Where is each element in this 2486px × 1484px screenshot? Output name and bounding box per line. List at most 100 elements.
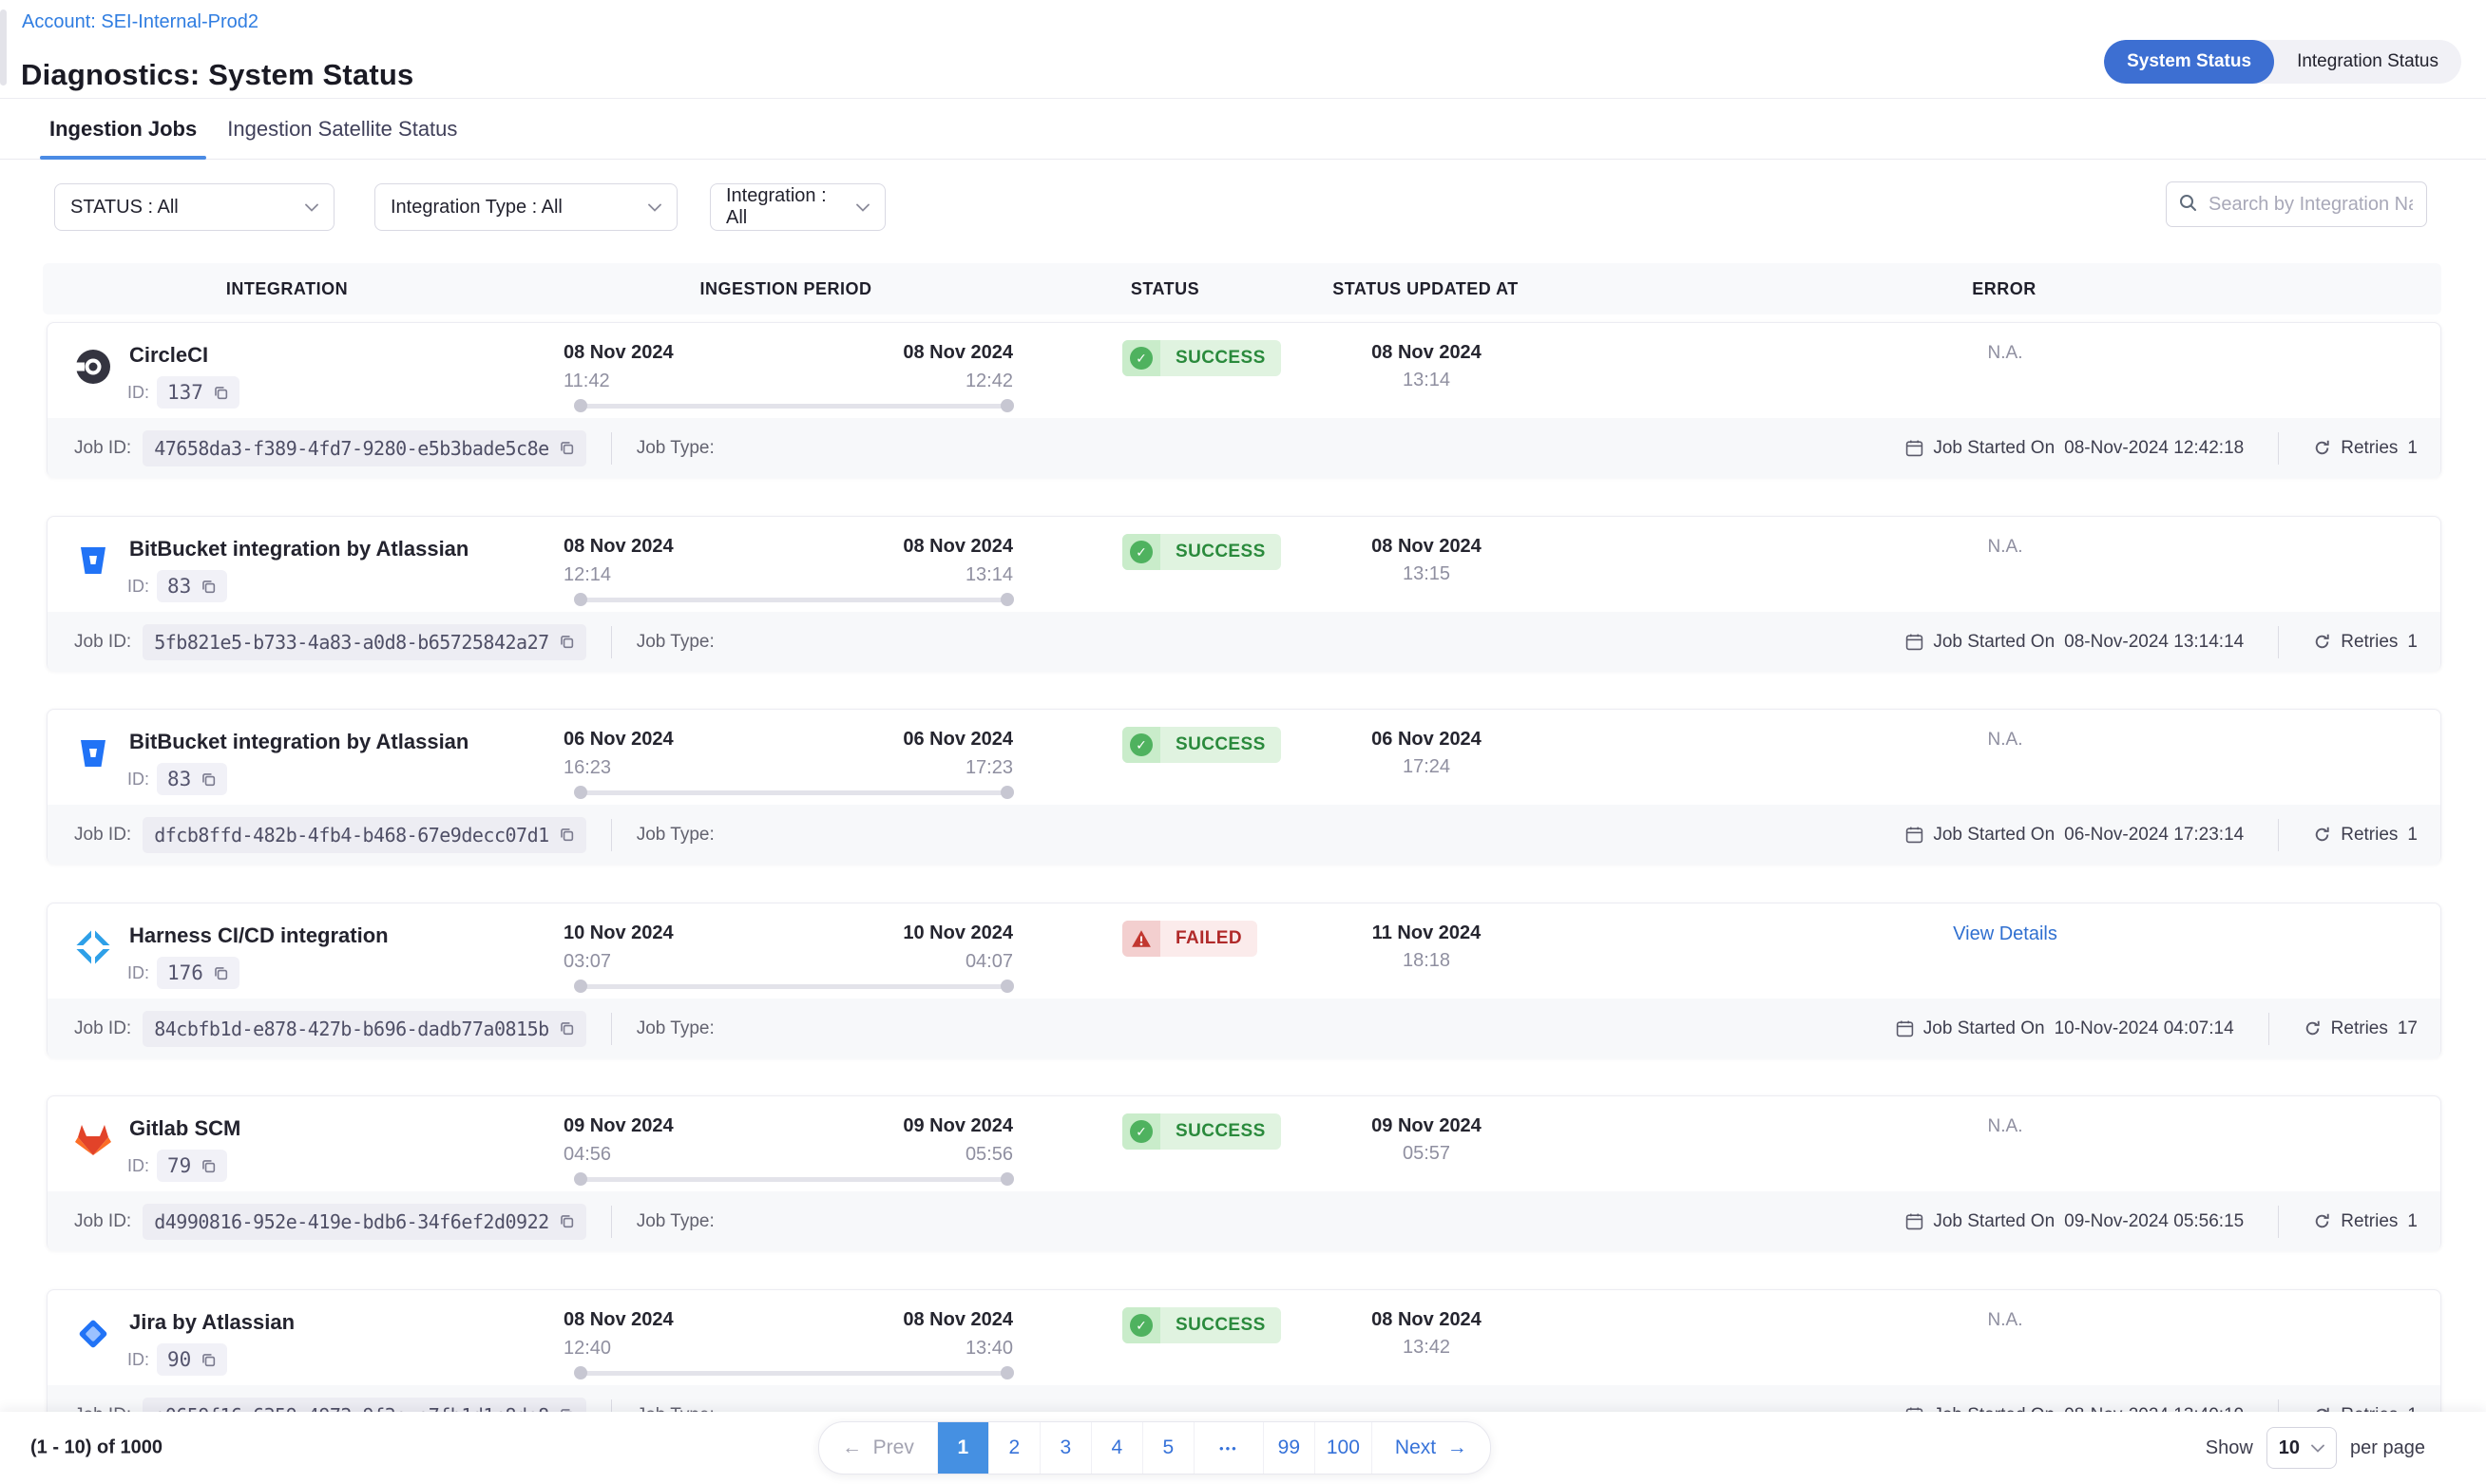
copy-icon[interactable] — [559, 1213, 575, 1229]
integration-name: BitBucket integration by Atlassian — [129, 537, 469, 561]
page-button-4[interactable]: 4 — [1090, 1422, 1142, 1474]
retries-icon — [2313, 1212, 2331, 1230]
integration-name: Gitlab SCM — [129, 1116, 241, 1140]
integration-id-chip: 137 — [157, 376, 239, 409]
job-id-label: Job ID: — [74, 437, 132, 458]
copy-icon[interactable] — [559, 827, 575, 843]
period-end-time: 04:07 — [965, 951, 1013, 972]
footer-divider — [610, 1205, 612, 1238]
integration-filter-dropdown[interactable]: Integration : All — [710, 183, 886, 231]
copy-icon[interactable] — [201, 1158, 217, 1174]
job-started-value: 09-Nov-2024 05:56:15 — [2064, 1210, 2245, 1231]
integration-id-chip: 176 — [157, 957, 239, 989]
system-status-toggle-button[interactable]: System Status — [2104, 40, 2275, 84]
integration-id-chip: 90 — [157, 1343, 228, 1376]
job-type-label: Job Type: — [636, 1018, 715, 1038]
integration-id-chip: 83 — [157, 763, 228, 795]
status-badge-label: FAILED — [1176, 928, 1242, 948]
page-size-select[interactable]: 10 — [2266, 1427, 2338, 1469]
status-badge-label: SUCCESS — [1176, 1121, 1266, 1141]
integration-type-filter-dropdown[interactable]: Integration Type : All — [374, 183, 678, 231]
status-updated-date: 08 Nov 2024 — [1371, 342, 1482, 363]
page-button-100[interactable]: 100 — [1313, 1422, 1371, 1474]
job-id-value: dfcb8ffd-482b-4fb4-b468-67e9decc07d1 — [154, 823, 549, 847]
integration-id-block: ID: 137 — [127, 376, 239, 409]
integration-name: Jira by Atlassian — [129, 1310, 296, 1334]
gitlab-icon — [74, 1121, 112, 1159]
job-id-value: d4990816-952e-419e-bdb6-34f6ef2d0922 — [154, 1209, 549, 1233]
retries-label: Retries — [2341, 1210, 2399, 1231]
period-start-time: 12:14 — [564, 564, 612, 585]
copy-icon[interactable] — [201, 771, 217, 788]
period-start-date: 08 Nov 2024 — [564, 536, 674, 557]
period-end-time: 13:14 — [965, 564, 1013, 585]
page-button-5[interactable]: 5 — [1141, 1422, 1194, 1474]
ellipsis-button[interactable]: ••• — [1193, 1422, 1263, 1474]
status-updated-at: 09 Nov 2024 05:57 — [1331, 1096, 1521, 1165]
ingestion-period: 10 Nov 2024 03:07 10 Nov 2024 04:07 — [564, 904, 1014, 999]
period-slider — [574, 593, 1014, 606]
copy-icon[interactable] — [213, 965, 229, 981]
integration-filter-label: Integration : All — [726, 185, 827, 228]
status-badge: ✓ SUCCESS — [1122, 1113, 1281, 1150]
tab-ingestion-jobs[interactable]: Ingestion Jobs — [39, 99, 207, 160]
status-badge-icon-section: ✓ — [1122, 727, 1160, 763]
next-button[interactable]: Next — [1370, 1422, 1490, 1474]
status-updated-date: 08 Nov 2024 — [1371, 536, 1482, 557]
job-id-label: Job ID: — [74, 631, 132, 652]
slider-end-dot — [1001, 786, 1014, 799]
row-footer: Job ID: d4990816-952e-419e-bdb6-34f6ef2d… — [48, 1191, 2440, 1251]
table-header-row: INTEGRATION INGESTION PERIOD STATUS STAT… — [43, 263, 2441, 314]
account-link[interactable]: Account: SEI-Internal-Prod2 — [22, 11, 259, 32]
per-page-label: per page — [2350, 1436, 2425, 1458]
view-details-link[interactable]: View Details — [1953, 923, 2057, 944]
tab-ingestion-satellite-status[interactable]: Ingestion Satellite Status — [227, 116, 458, 141]
integration-id-value: 137 — [167, 381, 203, 404]
copy-icon[interactable] — [201, 1352, 217, 1368]
error-cell: N.A. — [1987, 730, 2023, 750]
status-updated-time: 13:15 — [1402, 563, 1451, 584]
error-cell: N.A. — [1987, 1116, 2023, 1136]
status-badge: ✓ FAILED — [1122, 921, 1257, 957]
status-badge: ✓ SUCCESS — [1122, 534, 1281, 570]
check-icon: ✓ — [1130, 541, 1153, 563]
period-start-time: 11:42 — [564, 371, 610, 391]
retries-icon — [2313, 633, 2331, 651]
status-updated-date: 08 Nov 2024 — [1371, 1309, 1482, 1330]
page-button-99[interactable]: 99 — [1262, 1422, 1314, 1474]
job-id-chip: 47658da3-f389-4fd7-9280-e5b3bade5c8e — [143, 429, 586, 466]
copy-icon[interactable] — [559, 1020, 575, 1037]
column-header-integration: INTEGRATION — [225, 279, 349, 298]
status-filter-dropdown[interactable]: STATUS : All — [54, 183, 335, 231]
column-header-status: STATUS — [1130, 279, 1200, 298]
copy-icon[interactable] — [201, 579, 217, 595]
copy-icon[interactable] — [559, 440, 575, 456]
status-view-toggle: System Status Integration Status — [2104, 40, 2461, 84]
status-badge-label: SUCCESS — [1176, 348, 1266, 368]
slider-track — [581, 1371, 1007, 1376]
error-cell: N.A. — [1987, 343, 2023, 363]
ingestion-period: 08 Nov 2024 12:14 08 Nov 2024 13:14 — [564, 517, 1014, 612]
page-button-3[interactable]: 3 — [1039, 1422, 1091, 1474]
period-end-date: 09 Nov 2024 — [903, 1115, 1013, 1136]
calendar-icon — [1905, 439, 1923, 457]
period-end-date: 06 Nov 2024 — [903, 729, 1013, 750]
copy-icon[interactable] — [213, 385, 229, 401]
slider-start-dot — [574, 593, 587, 606]
retries-count: 1 — [2407, 631, 2418, 652]
job-id-label: Job ID: — [74, 824, 132, 845]
period-end-time: 12:42 — [965, 371, 1013, 391]
page-button-2[interactable]: 2 — [987, 1422, 1040, 1474]
page-button-1[interactable]: 1 — [936, 1422, 988, 1474]
show-label: Show — [2205, 1436, 2253, 1458]
integration-id-value: 83 — [167, 768, 192, 790]
footer-divider — [2278, 1205, 2280, 1238]
job-started-value: 06-Nov-2024 17:23:14 — [2064, 824, 2245, 845]
footer-divider — [610, 625, 612, 658]
integration-status-toggle-button[interactable]: Integration Status — [2297, 51, 2438, 71]
job-type-label: Job Type: — [636, 824, 715, 845]
search-input[interactable] — [2207, 192, 2415, 217]
copy-icon[interactable] — [559, 634, 575, 650]
ingestion-period: 06 Nov 2024 16:23 06 Nov 2024 17:23 — [564, 710, 1014, 805]
job-started-label: Job Started On — [1933, 824, 2056, 845]
